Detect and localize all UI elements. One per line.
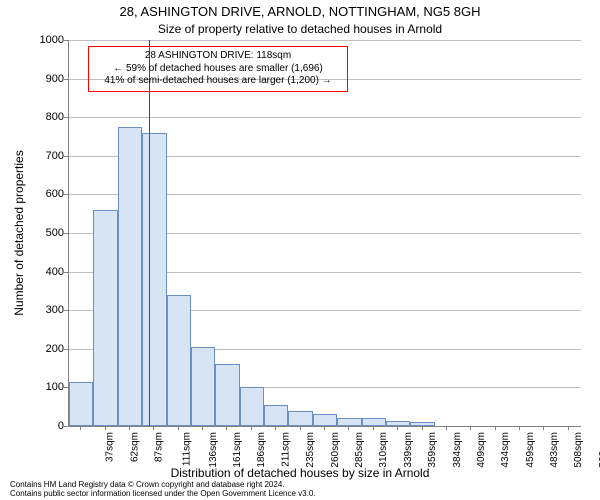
xtick-mark <box>226 426 227 430</box>
ytick-label: 1000 <box>32 34 64 46</box>
footer-line: Contains public sector information licen… <box>10 489 316 498</box>
xtick-mark <box>568 426 569 430</box>
annotation-line: ← 59% of detached houses are smaller (1,… <box>95 63 341 76</box>
histogram-bar <box>288 411 312 426</box>
xtick-label: 37sqm <box>105 432 116 462</box>
ytick-label: 200 <box>32 343 64 355</box>
ytick-mark <box>64 40 68 41</box>
xtick-label: 285sqm <box>354 432 365 468</box>
xtick-label: 136sqm <box>208 432 219 468</box>
chart-title: 28, ASHINGTON DRIVE, ARNOLD, NOTTINGHAM,… <box>0 4 600 19</box>
histogram-bar <box>337 418 361 426</box>
histogram-bar <box>362 418 386 426</box>
xtick-mark <box>80 426 81 430</box>
ytick-mark <box>64 387 68 388</box>
ytick-label: 400 <box>32 266 64 278</box>
xtick-label: 483sqm <box>549 432 560 468</box>
xtick-mark <box>495 426 496 430</box>
xtick-label: 186sqm <box>257 432 268 468</box>
ytick-mark <box>64 272 68 273</box>
xtick-mark <box>251 426 252 430</box>
xtick-mark <box>543 426 544 430</box>
xtick-mark <box>373 426 374 430</box>
histogram-bar <box>313 414 337 426</box>
xtick-mark <box>397 426 398 430</box>
ytick-label: 800 <box>32 111 64 123</box>
gridline <box>69 40 581 41</box>
histogram-bar <box>93 210 117 426</box>
ytick-mark <box>64 349 68 350</box>
ytick-label: 600 <box>32 188 64 200</box>
annotation-box: 28 ASHINGTON DRIVE: 118sqm ← 59% of deta… <box>88 46 348 92</box>
xtick-label: 310sqm <box>378 432 389 468</box>
ytick-label: 100 <box>32 381 64 393</box>
xtick-label: 459sqm <box>525 432 536 468</box>
xtick-label: 384sqm <box>452 432 463 468</box>
xtick-mark <box>470 426 471 430</box>
xtick-label: 260sqm <box>330 432 341 468</box>
xtick-label: 235sqm <box>305 432 316 468</box>
xtick-mark <box>348 426 349 430</box>
ytick-label: 900 <box>32 73 64 85</box>
ytick-mark <box>64 117 68 118</box>
xtick-mark <box>153 426 154 430</box>
xtick-label: 87sqm <box>153 432 164 462</box>
xtick-mark <box>275 426 276 430</box>
chart-subtitle: Size of property relative to detached ho… <box>0 22 600 36</box>
xtick-label: 111sqm <box>182 432 193 466</box>
ytick-mark <box>64 156 68 157</box>
histogram-bar <box>240 387 264 426</box>
histogram-bar <box>167 295 191 426</box>
ytick-mark <box>64 310 68 311</box>
footer-line: Contains HM Land Registry data © Crown c… <box>10 480 316 489</box>
marker-line <box>149 40 150 426</box>
histogram-bar <box>410 422 434 426</box>
histogram-bar <box>142 133 166 426</box>
ytick-label: 300 <box>32 304 64 316</box>
annotation-line: 41% of semi-detached houses are larger (… <box>95 75 341 88</box>
chart-root: 28, ASHINGTON DRIVE, ARNOLD, NOTTINGHAM,… <box>0 0 600 500</box>
xtick-label: 161sqm <box>232 432 243 468</box>
y-axis-label: Number of detached properties <box>12 150 26 315</box>
xtick-label: 508sqm <box>574 432 585 468</box>
histogram-bar <box>264 405 288 426</box>
ytick-label: 700 <box>32 150 64 162</box>
xtick-mark <box>105 426 106 430</box>
histogram-bar <box>118 127 142 426</box>
xtick-label: 409sqm <box>476 432 487 468</box>
x-axis-label: Distribution of detached houses by size … <box>0 466 600 480</box>
ytick-mark <box>64 194 68 195</box>
xtick-mark <box>446 426 447 430</box>
xtick-label: 62sqm <box>129 432 140 462</box>
xtick-mark <box>422 426 423 430</box>
ytick-label: 0 <box>32 420 64 432</box>
gridline <box>69 117 581 118</box>
xtick-mark <box>519 426 520 430</box>
xtick-label: 359sqm <box>427 432 438 468</box>
ytick-mark <box>64 233 68 234</box>
ytick-mark <box>64 426 68 427</box>
ytick-label: 500 <box>32 227 64 239</box>
histogram-bar <box>69 382 93 426</box>
xtick-mark <box>178 426 179 430</box>
xtick-mark <box>129 426 130 430</box>
xtick-mark <box>202 426 203 430</box>
histogram-bar <box>191 347 215 426</box>
annotation-line: 28 ASHINGTON DRIVE: 118sqm <box>95 50 341 63</box>
xtick-mark <box>324 426 325 430</box>
xtick-label: 339sqm <box>403 432 414 468</box>
histogram-bar <box>215 364 239 426</box>
xtick-label: 211sqm <box>280 432 291 467</box>
xtick-label: 434sqm <box>500 432 511 468</box>
ytick-mark <box>64 79 68 80</box>
footer-attribution: Contains HM Land Registry data © Crown c… <box>10 480 316 498</box>
plot-area <box>68 40 581 427</box>
xtick-mark <box>300 426 301 430</box>
